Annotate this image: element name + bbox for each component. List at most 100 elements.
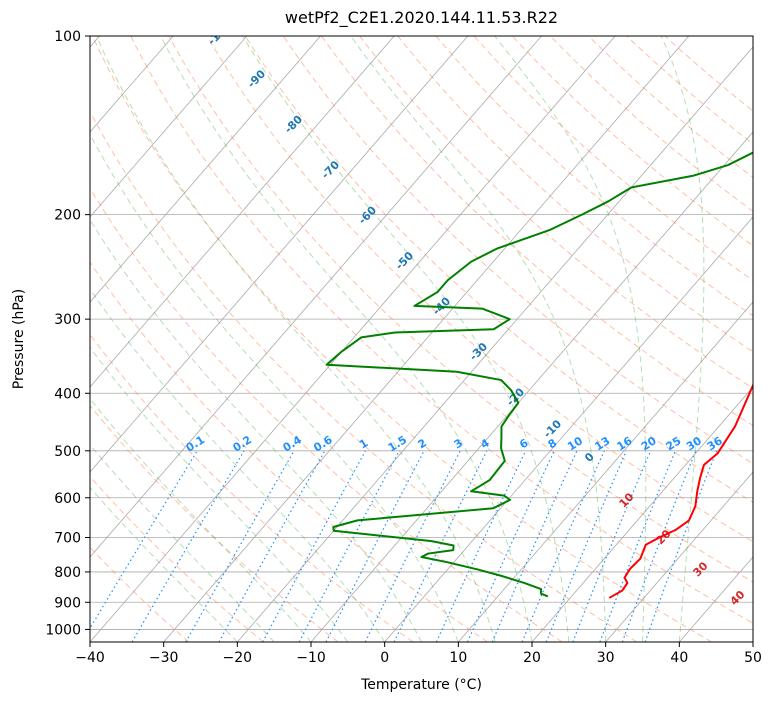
isotherm-line <box>384 216 753 642</box>
mixing-ratio-line <box>435 450 527 642</box>
isotherm-line <box>0 36 26 642</box>
dry-adiabat-line <box>90 187 563 642</box>
y-tick-label: 500 <box>54 444 81 460</box>
dry-adiabat-label: 30 <box>691 559 711 579</box>
dry-adiabat-line <box>435 36 753 317</box>
isotherm-line <box>752 641 753 642</box>
isotherm-line <box>90 36 395 388</box>
mixing-ratio-line <box>621 450 697 642</box>
dry-adiabat-label: 0 <box>582 450 597 465</box>
mixing-ratio-line <box>466 450 555 642</box>
moist-adiabat-line <box>90 486 238 642</box>
mixing-ratio-label: 3 <box>452 436 465 451</box>
x-tick-label: 20 <box>523 650 541 666</box>
isotherm-line <box>90 36 469 473</box>
y-tick-label: 100 <box>54 29 81 45</box>
dry-adiabat-line <box>244 36 753 503</box>
mixing-ratio-line <box>491 450 578 642</box>
y-tick-label: 400 <box>54 386 81 402</box>
mixing-ratio-line <box>521 450 605 642</box>
y-tick-label: 300 <box>54 312 81 328</box>
moist-adiabat-line <box>160 36 533 642</box>
moist-adiabat-line <box>350 36 607 642</box>
dry-adiabat-label: -100 <box>205 19 234 48</box>
dry-adiabat-line <box>90 404 339 642</box>
isotherm-line <box>531 386 753 642</box>
mixing-ratio-line <box>218 450 326 642</box>
x-tick-label: −40 <box>75 650 105 666</box>
isotherm-line <box>90 36 321 303</box>
y-tick-label: 1000 <box>45 622 81 638</box>
x-tick-label: 50 <box>744 650 762 666</box>
mixing-ratio-line <box>572 450 652 642</box>
moist-adiabat-line <box>660 36 705 642</box>
moist-adiabat-line <box>90 397 312 642</box>
isotherm-line <box>237 46 753 642</box>
moist-adiabat-line <box>90 133 459 642</box>
moist-adiabat-line <box>96 36 496 642</box>
moist-adiabat-line <box>90 219 422 642</box>
x-tick-label: 0 <box>380 650 389 666</box>
isotherm-line <box>90 36 174 133</box>
isotherm-line <box>679 556 753 642</box>
dry-adiabat-line <box>90 475 264 642</box>
mixing-ratio-line <box>90 450 198 630</box>
y-tick-label: 200 <box>54 208 81 224</box>
isotherm-line <box>458 301 753 642</box>
x-axis-label: Temperature (°C) <box>361 677 482 693</box>
mixing-ratio-label: 0.6 <box>311 433 335 455</box>
x-tick-label: 40 <box>670 650 688 666</box>
temperature-series-line <box>608 382 753 599</box>
dry-adiabat-line <box>206 36 753 543</box>
y-tick-label: 700 <box>54 531 81 547</box>
dry-adiabat-label: -30 <box>467 340 490 363</box>
dry-adiabat-label: 10 <box>617 490 637 510</box>
dry-adiabat-line <box>90 546 190 642</box>
dry-adiabat-label: 40 <box>728 588 748 608</box>
isotherm-line <box>90 36 542 558</box>
mixing-ratio-label: 0.4 <box>281 433 305 455</box>
x-tick-label: 30 <box>597 650 615 666</box>
moist-adiabat-line <box>90 346 349 642</box>
y-tick-label: 800 <box>54 565 81 581</box>
chart-title: wetPf2_C2E1.2020.144.11.53.R22 <box>284 8 559 27</box>
mixing-ratio-line <box>644 450 718 642</box>
moist-adiabat-line <box>242 36 570 642</box>
dry-adiabat-label: 20 <box>654 527 674 547</box>
mixing-ratio-line <box>298 450 400 642</box>
dry-adiabat-line <box>359 36 753 390</box>
dry-adiabat-line <box>90 333 414 642</box>
dry-adiabat-line <box>130 36 753 624</box>
dry-adiabat-label: -60 <box>356 203 379 226</box>
mixing-ratio-label: 4 <box>478 436 492 451</box>
mixing-ratio-line <box>599 450 676 642</box>
moist-adiabat-line <box>90 444 275 642</box>
dry-adiabat-line <box>550 36 753 212</box>
dry-adiabat-line <box>92 36 712 642</box>
moist-adiabat-line <box>494 36 647 642</box>
dry-adiabat-label: -80 <box>282 113 305 136</box>
dry-adiabat-line <box>588 36 753 179</box>
mixing-ratio-line <box>262 450 367 642</box>
dewpoint-series-line <box>325 151 753 598</box>
mixing-ratio-line <box>393 450 488 642</box>
x-tick-label: −10 <box>296 650 326 666</box>
mixing-ratio-line <box>131 450 245 642</box>
isotherm-line <box>310 131 753 642</box>
plot-frame <box>89 35 754 643</box>
dry-adiabat-line <box>168 36 753 583</box>
y-tick-label: 600 <box>54 491 81 507</box>
mixing-ratio-label: 0.1 <box>184 433 207 454</box>
dry-adiabat-label: -70 <box>319 158 342 181</box>
dry-adiabat-line <box>397 36 753 353</box>
isotherm-line <box>163 36 690 642</box>
dry-adiabat-line <box>90 110 638 642</box>
x-tick-label: −30 <box>149 650 179 666</box>
isotherm-line <box>90 36 248 218</box>
isotherm-line <box>605 471 753 642</box>
isotherm-line <box>90 36 616 642</box>
y-tick-label: 900 <box>54 595 81 611</box>
dry-adiabat-line <box>473 36 753 282</box>
isotherm-line <box>90 36 100 48</box>
